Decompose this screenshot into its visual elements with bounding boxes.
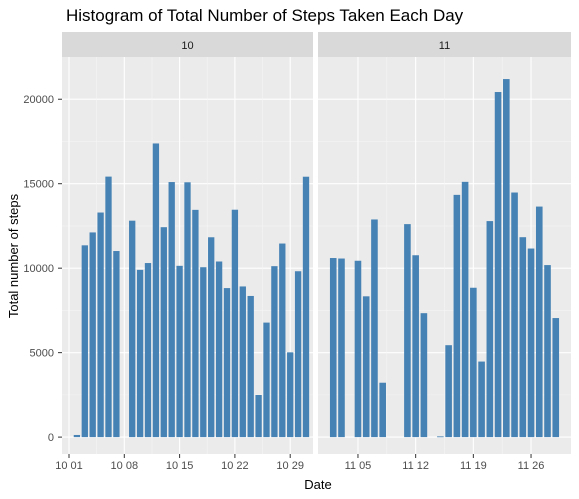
bar-10-6 <box>105 176 112 438</box>
bar-11-6 <box>362 296 370 438</box>
facet-strip-label: 11 <box>439 40 450 52</box>
chart-title: Histogram of Total Number of Steps Taken… <box>66 6 464 25</box>
bar-10-3 <box>81 245 88 438</box>
bar-10-9 <box>129 220 136 438</box>
x-tick-label: 11 26 <box>518 460 545 472</box>
bar-11-3 <box>338 258 345 438</box>
bar-10-26 <box>263 322 270 438</box>
bar-11-24 <box>511 192 518 438</box>
bar-11-28 <box>544 265 551 438</box>
bar-10-15 <box>176 265 183 438</box>
x-axis-title: Date <box>304 477 331 492</box>
bar-10-30 <box>294 271 302 438</box>
x-tick-label: 10 15 <box>166 460 194 472</box>
bar-10-14 <box>168 182 175 438</box>
y-tick-label: 15000 <box>23 179 54 191</box>
bar-11-26 <box>527 248 535 438</box>
bar-11-11 <box>404 224 411 438</box>
bar-10-19 <box>208 237 215 438</box>
bar-11-15 <box>437 436 444 438</box>
bar-10-2 <box>73 434 81 438</box>
bar-10-17 <box>192 209 199 438</box>
facet-strip <box>318 32 571 57</box>
bar-10-5 <box>97 212 104 438</box>
x-tick-label: 10 08 <box>111 460 139 472</box>
y-axis-title: Total number of steps <box>6 193 21 318</box>
bar-10-7 <box>113 251 120 438</box>
facet-strip <box>62 32 313 57</box>
bar-11-21 <box>486 221 494 438</box>
y-tick-label: 10000 <box>23 263 54 275</box>
bar-11-17 <box>453 194 461 438</box>
bar-11-29 <box>552 318 560 438</box>
y-tick-label: 20000 <box>23 94 54 106</box>
bar-10-22 <box>231 209 239 438</box>
bar-11-13 <box>420 313 428 438</box>
x-tick-label: 11 05 <box>345 460 372 472</box>
bar-10-27 <box>271 266 278 438</box>
bar-10-24 <box>247 295 254 438</box>
bar-11-25 <box>519 237 527 438</box>
bar-10-23 <box>239 286 246 438</box>
bar-10-21 <box>223 288 231 438</box>
x-tick-label: 10 22 <box>221 460 249 472</box>
x-tick-label: 10 01 <box>55 460 83 472</box>
facet-strip-label: 10 <box>181 40 193 52</box>
bar-10-18 <box>200 267 207 438</box>
bar-10-4 <box>89 232 96 438</box>
bar-11-12 <box>412 255 419 438</box>
bar-11-7 <box>371 219 378 438</box>
bar-11-18 <box>461 181 469 438</box>
bar-10-10 <box>136 269 144 438</box>
bar-11-8 <box>379 382 386 438</box>
bar-10-11 <box>144 263 152 438</box>
x-tick-label: 11 19 <box>460 460 487 472</box>
bar-10-28 <box>279 243 286 438</box>
bar-11-2 <box>329 258 337 438</box>
bar-11-22 <box>494 92 502 438</box>
bar-10-12 <box>152 143 160 438</box>
bar-11-20 <box>478 361 485 438</box>
bar-11-16 <box>445 345 452 438</box>
y-tick-label: 5000 <box>30 348 54 360</box>
bar-11-5 <box>354 260 362 438</box>
bar-10-16 <box>184 182 191 438</box>
y-tick-label: 0 <box>48 432 54 444</box>
x-tick-label: 11 12 <box>402 460 429 472</box>
x-tick-label: 10 29 <box>276 460 304 472</box>
bar-10-25 <box>255 395 262 438</box>
bar-11-23 <box>503 79 510 438</box>
bar-10-20 <box>215 261 223 438</box>
bar-11-27 <box>535 206 543 438</box>
bar-10-31 <box>302 176 310 438</box>
bar-10-29 <box>287 352 294 438</box>
bar-11-19 <box>470 287 477 438</box>
bar-10-13 <box>160 227 167 438</box>
